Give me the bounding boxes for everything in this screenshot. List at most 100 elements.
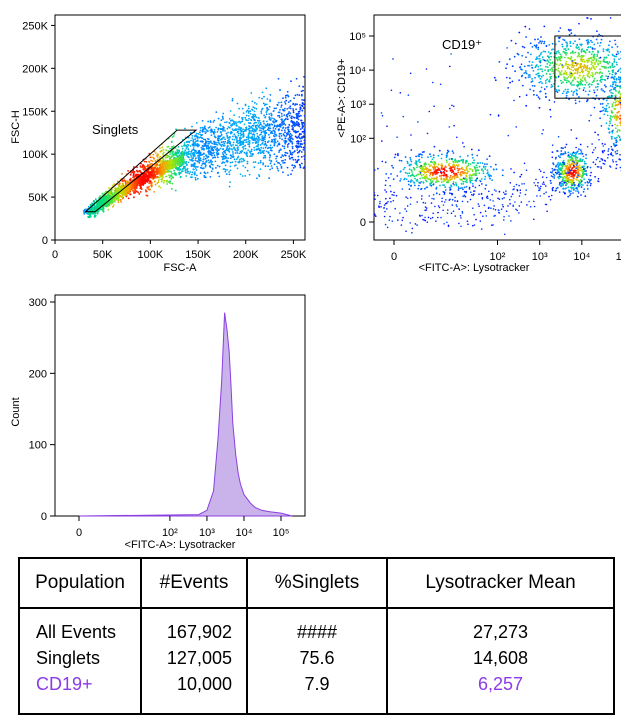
data-point <box>213 140 216 143</box>
data-point <box>276 155 278 158</box>
data-point <box>556 169 559 172</box>
data-point <box>467 170 470 173</box>
data-point <box>533 93 535 96</box>
data-point <box>264 133 267 136</box>
data-point <box>267 133 270 136</box>
data-point <box>291 145 294 148</box>
data-point <box>448 164 450 167</box>
data-point <box>253 107 256 109</box>
data-point <box>586 188 589 190</box>
data-point <box>567 151 570 154</box>
data-point <box>251 100 254 103</box>
data-point <box>173 172 176 175</box>
data-point <box>614 43 617 46</box>
data-point <box>284 101 286 103</box>
data-point <box>279 137 281 140</box>
data-point <box>158 185 161 188</box>
data-point <box>224 152 227 154</box>
data-point <box>608 72 611 75</box>
data-point <box>486 172 489 175</box>
data-point <box>468 188 471 190</box>
data-point <box>136 179 139 183</box>
data-point <box>223 126 225 129</box>
data-point <box>83 209 86 212</box>
data-point <box>613 137 616 140</box>
data-point <box>271 167 274 170</box>
data-point <box>596 53 599 56</box>
data-point <box>143 169 146 171</box>
data-point <box>199 140 202 143</box>
data-point <box>556 163 559 166</box>
data-point <box>297 118 300 121</box>
data-point <box>498 190 501 193</box>
data-point <box>235 158 238 161</box>
data-point <box>212 121 215 123</box>
data-point <box>254 124 257 127</box>
data-point <box>210 170 213 173</box>
data-point <box>423 170 426 173</box>
data-point <box>259 160 262 162</box>
data-point <box>161 146 164 149</box>
data-point <box>273 121 275 124</box>
data-point <box>490 175 492 177</box>
data-point <box>518 31 521 34</box>
data-point <box>571 154 574 157</box>
data-point <box>568 163 571 166</box>
data-point <box>153 171 156 174</box>
data-point <box>377 167 379 170</box>
data-point <box>158 167 161 170</box>
data-point <box>170 187 173 190</box>
data-point <box>442 177 445 180</box>
data-point <box>410 169 413 172</box>
data-point <box>534 45 537 48</box>
data-point <box>458 167 460 170</box>
data-point <box>262 102 265 105</box>
data-point <box>268 156 271 159</box>
data-point <box>577 159 580 162</box>
data-point <box>273 133 276 135</box>
data-point <box>146 187 149 189</box>
data-point <box>174 165 177 168</box>
data-point <box>488 155 491 158</box>
data-point <box>285 115 288 117</box>
data-point <box>94 198 97 201</box>
data-point <box>434 168 437 171</box>
data-point <box>163 181 165 184</box>
y-tick-label: 250K <box>22 20 48 32</box>
data-point <box>207 146 210 149</box>
data-point <box>156 156 159 158</box>
data-point <box>291 156 294 159</box>
data-point <box>550 83 553 86</box>
data-point <box>430 160 433 163</box>
data-point <box>471 153 474 156</box>
data-point <box>149 176 152 179</box>
data-point <box>144 167 146 169</box>
data-point <box>465 161 467 164</box>
singlets-gate <box>84 129 198 213</box>
data-point <box>555 52 558 55</box>
data-point <box>228 126 231 129</box>
data-point <box>199 166 202 169</box>
data-point <box>298 136 301 139</box>
data-point <box>192 140 195 142</box>
data-point <box>185 175 188 177</box>
data-point <box>435 177 438 180</box>
data-point <box>611 64 614 67</box>
data-point <box>616 136 618 139</box>
data-point <box>99 195 101 198</box>
data-point <box>549 62 552 64</box>
data-point <box>425 186 428 189</box>
data-point <box>249 122 252 125</box>
data-point <box>194 178 197 181</box>
data-point <box>197 133 200 135</box>
data-point <box>561 167 563 170</box>
data-point <box>219 124 222 127</box>
data-point <box>594 73 597 75</box>
data-point <box>214 136 217 139</box>
data-point <box>286 133 289 136</box>
data-point <box>245 136 248 139</box>
data-point <box>569 153 572 156</box>
data-point <box>463 186 466 189</box>
data-point <box>288 130 291 133</box>
data-point <box>291 125 293 127</box>
